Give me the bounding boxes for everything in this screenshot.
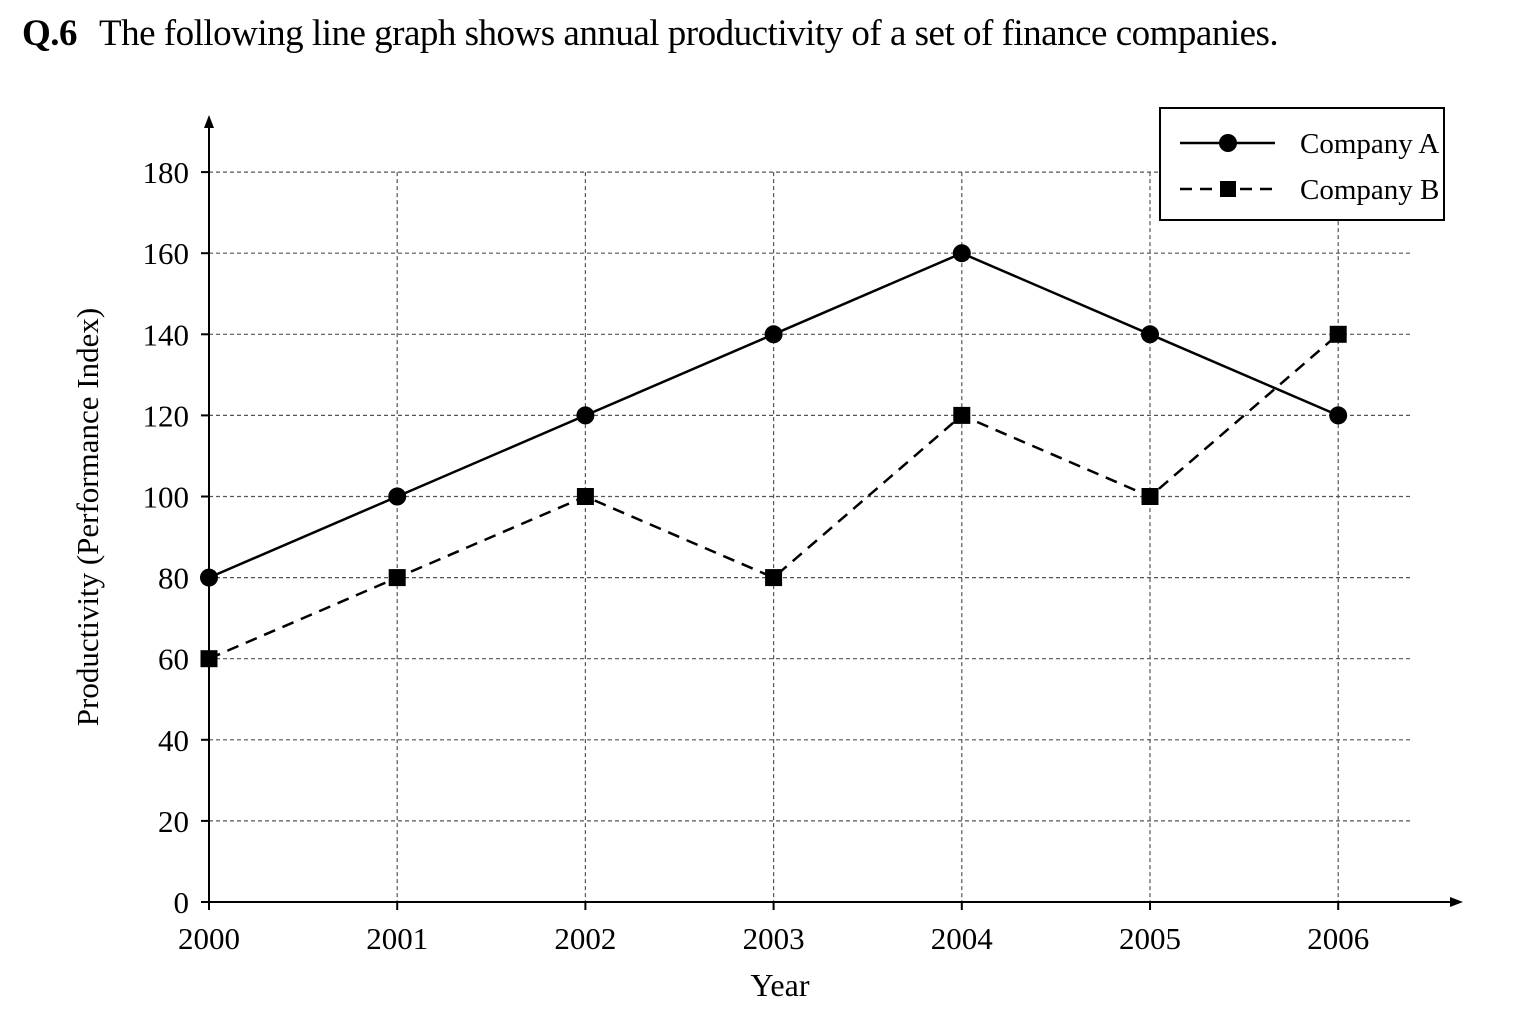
x-axis-title: Year [751,967,810,1003]
tick-labels: 0 20 40 60 80 100 120 140 160 180 2000 2001 2002 2003… [143,155,1370,956]
question-text: The following line graph shows annual pr… [99,13,1279,54]
x-tick-label: 2004 [931,921,994,956]
data-point-circle [764,325,783,344]
data-point-square [200,650,218,668]
legend-marker-circle [1219,134,1237,152]
y-axis-arrow [204,115,214,128]
legend-box [1159,107,1445,221]
data-point-square [388,569,406,587]
legend-label: Company B [1300,174,1439,206]
y-tick-label: 120 [143,398,190,433]
data-point-square [953,406,971,424]
axes [204,115,1463,907]
y-tick-label: 180 [143,155,190,190]
data-point-circle [388,487,407,506]
data-point-square [576,488,594,505]
x-tick-label: 2005 [1119,921,1181,956]
grid [209,171,1410,902]
data-point-square [765,569,783,587]
x-tick-label: 2003 [743,921,805,956]
y-tick-label: 40 [158,723,189,758]
y-tick-label: 80 [158,561,189,596]
question-heading: Q.6 The following line graph shows annual… [22,10,1279,58]
y-tick-label: 160 [143,236,190,271]
legend: Company A Company B [1159,107,1445,221]
data-point-circle [952,244,971,263]
y-tick-label: 140 [143,317,190,352]
data-point-square [1329,325,1347,343]
y-axis-title: Productivity (Performance Index) [70,308,105,726]
y-tick-label: 20 [158,804,189,839]
data-point-circle [1141,325,1159,344]
y-tick-label: 60 [158,642,189,677]
question-number: Q.6 [22,13,78,54]
x-tick-label: 2000 [178,921,240,956]
legend-label: Company A [1300,128,1439,160]
data-point-square [1141,488,1159,505]
x-tick-label: 2002 [554,921,616,956]
series [200,244,1348,668]
y-tick-label: 0 [174,885,190,920]
data-point-circle [1329,406,1348,425]
legend-marker-square [1220,181,1236,197]
x-tick-label: 2001 [366,921,428,956]
data-point-circle [576,406,595,425]
data-point-circle [200,568,218,587]
x-axis-arrow [1450,897,1463,907]
y-tick-label: 100 [143,480,190,515]
x-tick-label: 2006 [1307,921,1369,956]
